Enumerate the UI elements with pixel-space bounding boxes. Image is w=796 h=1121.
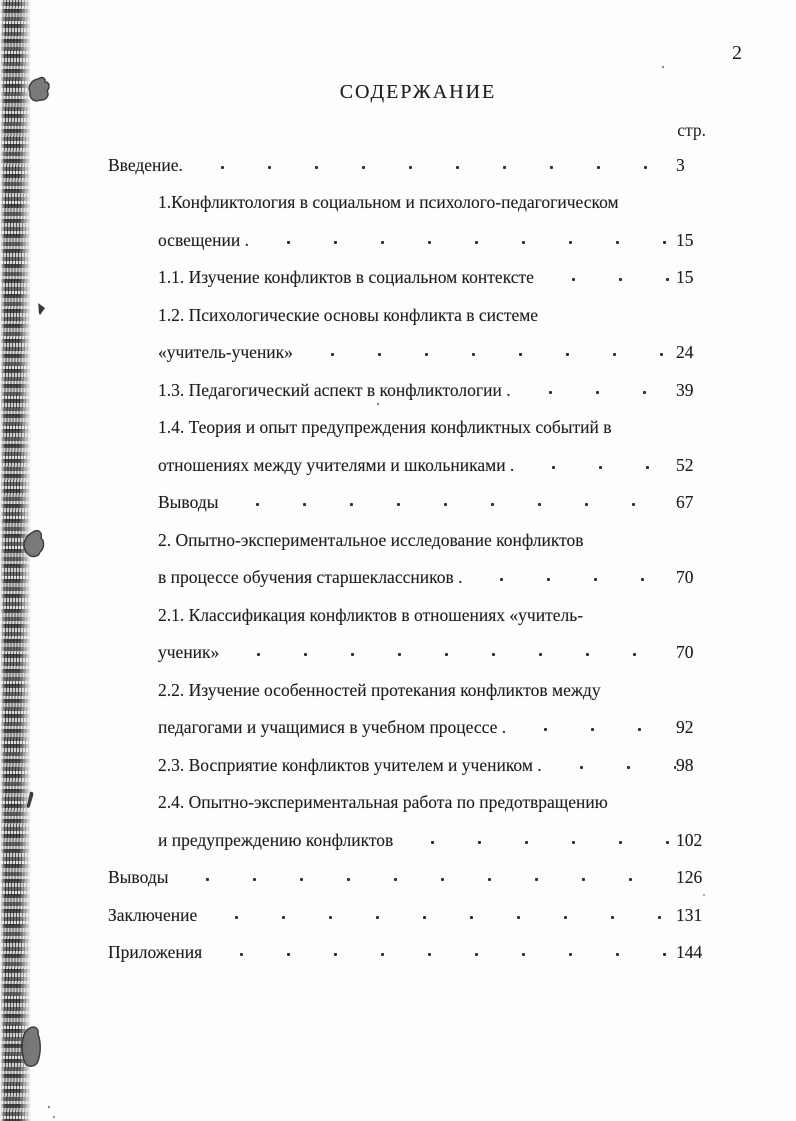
dot-leader <box>235 652 676 657</box>
toc-entry-text: Выводы <box>108 867 169 887</box>
toc-entry-text: 2.1. Классификация конфликтов в отношени… <box>158 604 584 625</box>
toc-entry-text: 2. Опытно-экспериментальное исследование… <box>158 529 584 550</box>
toc-entry: Введение. 3 <box>108 139 728 177</box>
toc-entry-text: 2.2. Изучение особенностей протекания ко… <box>158 679 601 700</box>
ink-speck-artifact <box>52 1115 56 1119</box>
dot-leader <box>530 464 676 470</box>
toc-entry: 1.4. Теория и опыт предупреждения конфли… <box>108 402 728 440</box>
ink-speck-artifact <box>661 65 665 69</box>
toc-entry-text: 2.4. Опытно-экспериментальная работа по … <box>158 792 608 812</box>
dot-leader <box>478 577 676 582</box>
toc-entry-text: в процессе обучения старшеклассников . <box>158 567 463 587</box>
toc-entry-text: ученик» <box>158 642 220 662</box>
toc-entry: 2.3. Восприятие конфликтов учителем и уч… <box>108 739 728 777</box>
toc-entry: Выводы 67 <box>108 477 728 515</box>
toc-entry-text: 2.3. Восприятие конфликтов учителем и уч… <box>158 754 542 775</box>
toc-entry-page: 15 <box>676 267 694 287</box>
toc-entry: освещении . 15 <box>108 214 728 252</box>
dot-leader <box>198 164 676 170</box>
toc-entry: «учитель-ученик» 24 <box>108 327 728 365</box>
toc-entry-text: Заключение <box>108 904 198 925</box>
toc-entry-page: 3 <box>676 154 685 175</box>
toc-entry-page: 39 <box>676 379 694 400</box>
toc-entry: 1.Конфликтология в социальном и психолог… <box>108 177 728 215</box>
dot-leader <box>635 202 676 207</box>
toc-entry-text: Введение. <box>108 154 183 175</box>
toc-entry: Выводы 126 <box>108 852 728 890</box>
toc-entry-text: 1.Конфликтология в социальном и психолог… <box>158 192 619 212</box>
page-number: 2 <box>732 42 742 64</box>
toc-entry-text: Приложения <box>108 942 203 962</box>
toc-entry-page: 52 <box>676 454 694 475</box>
toc-entry: Приложения 144 <box>108 927 728 965</box>
dot-leader <box>599 615 676 620</box>
toc-entry: Заключение 131 <box>108 889 728 927</box>
dot-leader <box>617 690 676 695</box>
toc-entry: в процессе обучения старшеклассников . 70 <box>108 552 728 590</box>
ink-blot-artifact <box>28 76 50 102</box>
toc-entry-page: 70 <box>676 567 694 587</box>
dot-leader <box>522 727 676 732</box>
toc-entry-text: отношениях между учителями и школьниками… <box>158 454 515 475</box>
toc-entry-text: и предупреждению конфликтов <box>158 829 394 850</box>
toc-entry-text: 1.4. Теория и опыт предупреждения конфли… <box>158 417 612 437</box>
toc-entry-text: 1.3. Педагогический аспект в конфликтоло… <box>158 379 511 400</box>
toc-entry-page: 67 <box>676 492 694 512</box>
toc-list: Введение. 3 1.Конфликтология в социальном … <box>108 139 728 964</box>
toc-entry-page: 92 <box>676 717 694 737</box>
page-title: СОДЕРЖАНИЕ <box>339 81 497 103</box>
toc-entry: 1.2. Психологические основы конфликта в … <box>108 289 728 327</box>
ink-speck-artifact <box>47 1105 51 1109</box>
toc-entry: ученик» 70 <box>108 627 728 665</box>
toc-entry-page: 126 <box>676 867 703 887</box>
dot-leader <box>184 877 676 882</box>
dot-leader <box>526 389 676 395</box>
dot-leader <box>308 352 676 357</box>
toc-entry: 2.2. Изучение особенностей протекания ко… <box>108 664 728 702</box>
toc-entry-page: 98 <box>676 754 694 775</box>
toc-entry: 2.1. Классификация конфликтов в отношени… <box>108 589 728 627</box>
toc-entry: педагогами и учащимися в учебном процесс… <box>108 702 728 740</box>
dot-leader <box>600 540 676 545</box>
toc-entry: 2.4. Опытно-экспериментальная работа по … <box>108 777 728 815</box>
toc-entry: отношениях между учителями и школьниками… <box>108 439 728 477</box>
toc-entry-page: 131 <box>676 904 703 925</box>
toc-entry-page: 15 <box>676 229 694 250</box>
toc-entry-text: 1.2. Психологические основы конфликта в … <box>158 304 539 325</box>
toc-entry-page: 144 <box>676 942 703 962</box>
toc-entry-text: Выводы <box>158 492 219 512</box>
toc-entry: 2. Опытно-экспериментальное исследование… <box>108 514 728 552</box>
dot-leader <box>549 277 676 282</box>
toc-entry-page: 24 <box>676 342 694 362</box>
dot-leader <box>264 239 676 245</box>
page-column-header: стр. <box>677 120 706 140</box>
toc-entry-page: 70 <box>676 642 694 662</box>
dot-leader <box>554 315 676 320</box>
dot-leader <box>624 802 676 807</box>
toc-entry: 1.3. Педагогический аспект в конфликтоло… <box>108 364 728 402</box>
toc-entry: 1.1. Изучение конфликтов в социальном ко… <box>108 252 728 290</box>
toc-entry-page: 102 <box>676 829 703 850</box>
ink-speck-artifact <box>38 303 45 315</box>
binding-edge-scan-artifact <box>0 0 32 1121</box>
toc-entry-text: «учитель-ученик» <box>158 342 293 362</box>
toc-entry: и предупреждению конфликтов 102 <box>108 814 728 852</box>
dot-leader <box>213 914 676 920</box>
dot-leader <box>234 502 676 507</box>
dot-leader <box>628 427 676 432</box>
toc-entry-text: освещении . <box>158 229 249 250</box>
dot-leader <box>557 764 676 770</box>
dot-leader <box>409 839 676 845</box>
toc-entry-text: педагогами и учащимися в учебном процесс… <box>158 717 507 737</box>
toc-entry-text: 1.1. Изучение конфликтов в социальном ко… <box>158 267 534 287</box>
dot-leader <box>218 952 676 957</box>
